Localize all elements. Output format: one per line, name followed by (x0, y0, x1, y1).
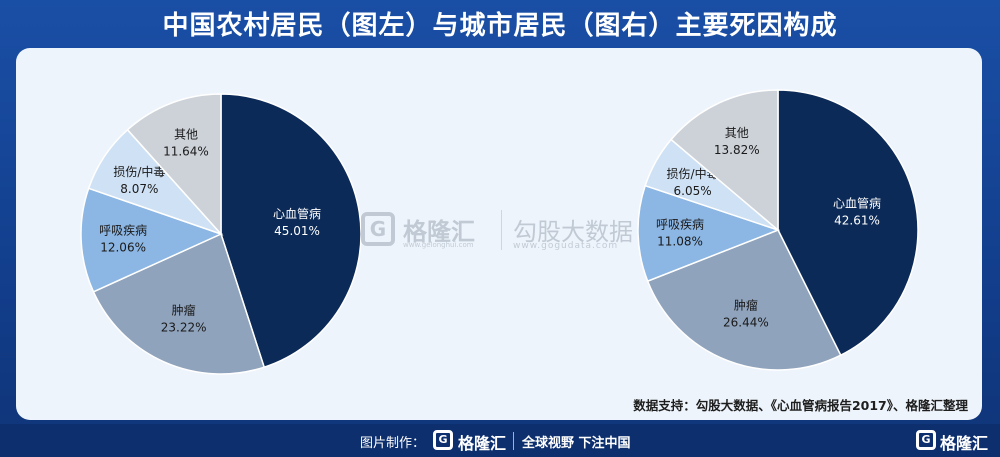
pie2-slice-respiratory (637, 184, 781, 283)
pie1-value-other: 11.64% (163, 144, 209, 158)
watermark-name-gogudata: 勾股大数据 (513, 218, 633, 246)
pie2-value-respiratory: 11.08% (657, 235, 703, 249)
pie1-label-respiratory: 呼吸疾病 (99, 223, 147, 238)
pie1-value-respiratory: 12.06% (100, 241, 146, 255)
pie-chart-urban: 心血管病 42.61% 肿瘤 26.44% 呼吸疾病 11.08% 损伤/中毒 6.05% 其他… (637, 89, 919, 371)
watermark-url-gelonghui: www.gelonghui.com (403, 241, 474, 249)
chart-title: 中国农村居民（图左）与城市居民（图右）主要死因构成 (162, 10, 838, 41)
pie2-label-respiratory: 呼吸疾病 (656, 217, 704, 232)
pie2-value-cardiovascular: 42.61% (834, 213, 880, 227)
pie1-label-other: 其他 (174, 127, 198, 141)
watermark: G 格隆汇 www.gelonghui.com 勾股大数据 www.goguda… (361, 206, 661, 256)
pie1-value-injury: 8.07% (120, 182, 158, 196)
footer-logo-icon: G (433, 430, 453, 450)
pie1-label-cardiovascular: 心血管病 (273, 206, 321, 221)
footer-slogan: 全球视野 下注中国 (522, 436, 631, 451)
pie1-value-tumor: 23.22% (161, 321, 207, 335)
footer-bar: 图片制作： G 格隆汇 全球视野 下注中国 (0, 424, 1000, 457)
pie2-slice-cardiovascular (777, 89, 919, 357)
pie1-label-tumor: 肿瘤 (172, 303, 196, 318)
pie2-value-other: 13.82% (714, 143, 760, 157)
gelonghui-logo-icon: G (361, 212, 395, 246)
footer-divider (513, 432, 514, 450)
pie2-slice-tumor (646, 229, 842, 371)
footer-made-by-label: 图片制作： (360, 436, 426, 451)
pie2-label-other: 其他 (725, 126, 749, 140)
watermark-name-gelonghui: 格隆汇 (403, 218, 475, 246)
pie2-label-cardiovascular: 心血管病 (833, 195, 881, 210)
pie1-slice-tumor (92, 232, 266, 375)
pie1-slice-cardiovascular (220, 93, 362, 369)
watermark-url-gogudata: www.gogudata.com (513, 241, 619, 251)
pie1-label-injury: 损伤/中毒 (113, 164, 165, 179)
pie2-label-tumor: 肿瘤 (734, 298, 758, 313)
pie2-slice-other (670, 89, 779, 232)
chart-panel: 心血管病 45.01% 肿瘤 23.22% 呼吸疾病 12.06% 损伤/中毒 8.07% 其他… (16, 48, 982, 420)
pie-chart-rural: 心血管病 45.01% 肿瘤 23.22% 呼吸疾病 12.06% 损伤/中毒 8.07% 其他… (80, 93, 362, 375)
footer-brand: 格隆汇 (458, 434, 507, 453)
corner-brand: 格隆汇 (940, 434, 989, 453)
pie2-label-injury: 损伤/中毒 (667, 166, 719, 181)
charts-svg: 心血管病 45.01% 肿瘤 23.22% 呼吸疾病 12.06% 损伤/中毒 8.07% 其他… (80, 89, 919, 375)
pie1-value-cardiovascular: 45.01% (274, 224, 320, 238)
corner-logo-icon: G (916, 430, 936, 450)
pie2-value-injury: 6.05% (674, 184, 712, 198)
pie1-slice-other (126, 93, 222, 236)
watermark-divider (501, 210, 502, 250)
pie1-slice-respiratory (80, 187, 224, 293)
pie2-value-tumor: 26.44% (723, 316, 769, 330)
source-note: 数据支持：勾股大数据、《心血管病报告2017》、格隆汇整理 (633, 398, 968, 413)
